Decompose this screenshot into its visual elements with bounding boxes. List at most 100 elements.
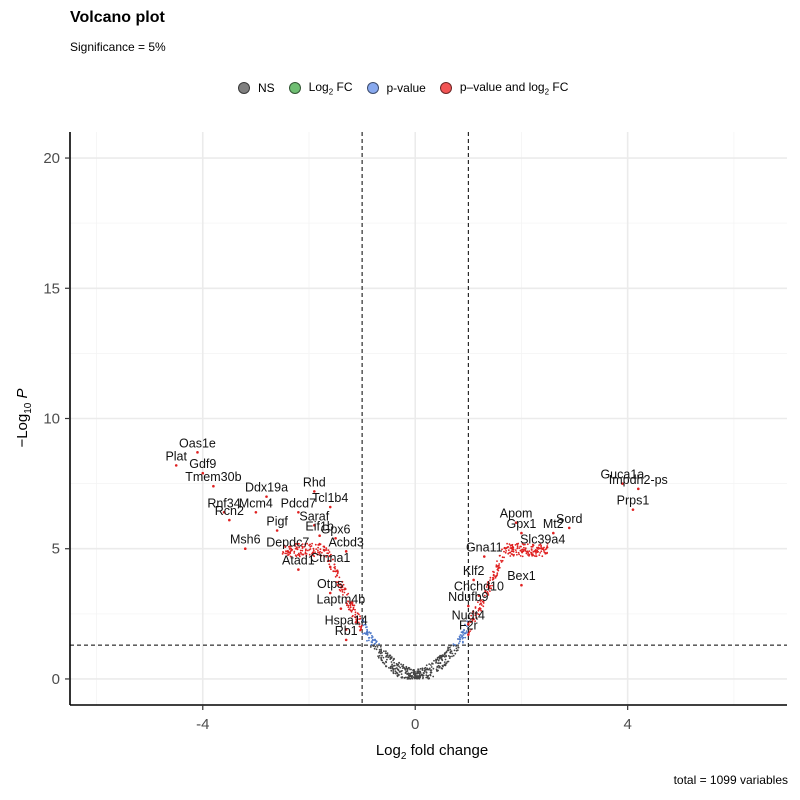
data-point [330,553,332,556]
data-point [350,601,352,603]
data-point [443,656,446,658]
data-point [523,548,525,551]
data-point [336,581,339,584]
data-point [302,546,304,548]
data-point [530,548,533,551]
data-point [425,671,428,674]
data-point [482,602,485,604]
data-point [427,677,430,680]
data-point [492,577,494,579]
data-point [312,551,315,553]
data-point [298,546,300,549]
data-point [466,631,468,634]
labeled-data-point [467,604,470,608]
data-point [447,647,449,650]
data-point [327,552,330,555]
data-point [498,554,501,557]
data-point [305,553,308,555]
data-point [309,548,312,550]
data-point [366,639,368,642]
data-point [530,552,533,555]
data-point [452,644,455,647]
data-point [444,658,447,661]
data-point [391,667,394,669]
data-point [545,547,548,550]
data-point [294,554,297,557]
data-point [467,622,470,624]
chart-legend: NS Log2 FC p-value p–value and log2 FC [238,78,582,98]
data-point [531,554,533,557]
data-point [298,554,300,557]
data-point [443,653,446,656]
data-point [365,633,368,635]
labeled-data-point [201,471,205,475]
data-point [494,576,497,579]
data-point [439,662,442,665]
data-point [404,668,407,671]
labeled-data-point [621,482,624,485]
data-point [523,546,525,549]
point-label: Ddx19a [245,481,288,495]
point-label: Pigf [266,514,288,528]
data-point [394,672,397,675]
data-point [357,621,360,624]
data-point [415,674,417,677]
data-point [378,650,381,653]
data-point [441,654,444,656]
data-point [505,547,508,550]
data-point [463,629,465,632]
data-point [282,551,285,554]
data-point [370,643,373,646]
data-point [511,553,514,556]
data-point [380,658,383,660]
data-point [439,654,441,657]
data-point [389,656,392,659]
data-point [298,555,301,558]
data-point [385,665,387,668]
data-point [491,584,493,587]
data-point [366,633,369,635]
data-point [334,567,336,570]
data-point [298,543,300,545]
data-point [354,613,357,616]
data-point [544,552,547,555]
data-point [385,655,388,657]
data-point [403,666,405,669]
data-point [404,671,407,674]
data-point [438,655,441,658]
data-point [438,656,440,658]
data-point [440,654,443,657]
point-label: Mt2 [543,517,564,531]
data-point [358,613,360,616]
data-point [417,670,420,673]
data-point [482,600,485,603]
data-point [336,574,338,577]
data-point [430,664,432,666]
data-point [294,545,297,547]
data-point [388,655,391,657]
data-point [539,543,542,546]
data-point [454,652,457,655]
data-point [430,671,432,673]
data-point [536,550,539,553]
data-point [327,549,330,551]
data-point [546,546,549,549]
data-point [341,588,343,591]
data-point [328,563,331,566]
data-point [525,550,528,553]
data-point [519,555,522,557]
data-point [316,553,319,556]
data-point [448,657,451,659]
data-point [383,663,386,665]
data-point [385,656,387,658]
data-point [340,585,343,588]
labeled-data-point [339,607,343,610]
data-point [393,657,395,660]
data-point [489,587,491,590]
data-point [365,631,368,633]
data-point [414,671,417,673]
x-tick-label: 0 [411,716,419,733]
data-point [368,636,371,639]
data-point [392,669,395,671]
data-point [461,632,464,634]
